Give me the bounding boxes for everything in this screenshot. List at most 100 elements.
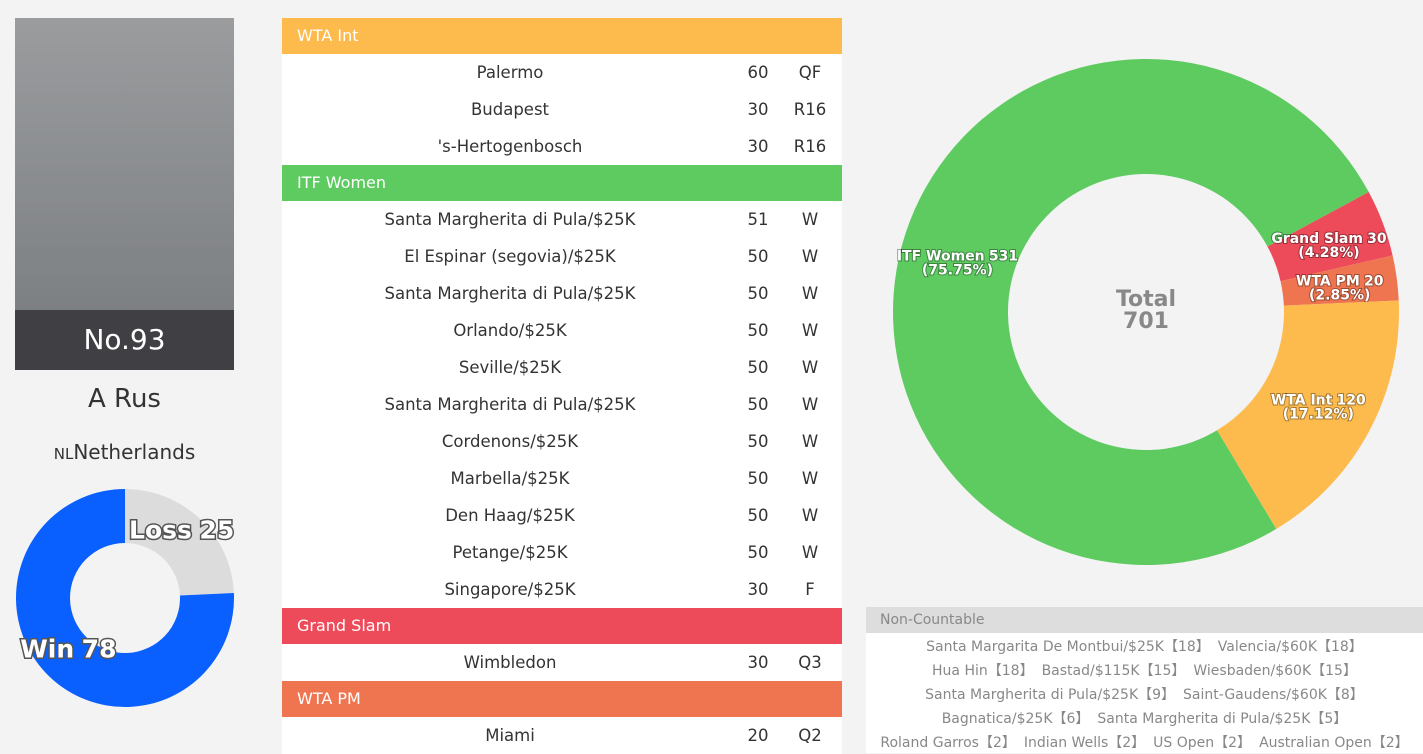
- round: W: [801, 210, 819, 229]
- table-row: Petange/$25K 50 W: [282, 534, 842, 571]
- section-header: WTA Int: [282, 18, 842, 54]
- points: 30: [747, 580, 769, 599]
- slice-name: Loss: [129, 516, 192, 545]
- non-countable-item: Santa Margherita di Pula/$25K【9】: [925, 687, 1176, 703]
- round: W: [801, 321, 819, 340]
- slice-name: ITF Women: [897, 248, 985, 264]
- slice-percent: (17.12%): [1283, 406, 1354, 422]
- tournament: El Espinar (segovia)/$25K: [404, 247, 616, 266]
- round: R16: [793, 100, 827, 119]
- non-countable-item: Australian Open【2】: [1259, 735, 1409, 751]
- round: F: [805, 580, 815, 599]
- non-countable-item: Roland Garros【2】: [880, 735, 1016, 751]
- country-name: Netherlands: [73, 440, 196, 464]
- round: W: [801, 358, 819, 377]
- table-row: Orlando/$25K 50 W: [282, 312, 842, 349]
- round: W: [801, 432, 819, 451]
- slice-label: Win 78: [20, 634, 116, 663]
- pie-slice: [1280, 255, 1399, 306]
- table-row: Miami 20 Q2: [282, 717, 842, 754]
- table-row: Marbella/$25K 50 W: [282, 460, 842, 497]
- slice-value: 25: [199, 516, 234, 545]
- non-countable-item: Bastad/$115K【15】: [1041, 663, 1186, 679]
- round: W: [801, 247, 819, 266]
- slice-label: WTA Int 120 (17.12%): [1271, 392, 1366, 422]
- non-countable-list: Santa Margarita De Montbui/$25K【18】 Valen…: [866, 633, 1423, 753]
- points: 50: [747, 284, 769, 303]
- non-countable-item: Wiesbaden/$60K【15】: [1193, 663, 1357, 679]
- non-countable-item: Indian Wells【2】: [1023, 735, 1146, 751]
- slice-label: ITF Women 531 (75.75%): [897, 248, 1018, 278]
- player-photo: [15, 18, 234, 310]
- country-code: NL: [53, 445, 74, 463]
- tournament: Marbella/$25K: [450, 469, 570, 488]
- slice-name: WTA Int: [1271, 392, 1333, 408]
- center-total: 701: [1123, 309, 1169, 334]
- points: 50: [747, 358, 769, 377]
- non-countable-item: Bagnatica/$25K【6】: [941, 711, 1090, 727]
- tournament: Miami: [485, 726, 535, 745]
- tournament: Petange/$25K: [452, 543, 568, 562]
- section-header: WTA PM: [282, 681, 842, 717]
- points: 50: [747, 543, 769, 562]
- tournament: Santa Margherita di Pula/$25K: [384, 284, 636, 303]
- table-row: Santa Margherita di Pula/$25K 50 W: [282, 386, 842, 423]
- table-row: Singapore/$25K 30 F: [282, 571, 842, 608]
- tournament: Den Haag/$25K: [445, 506, 575, 525]
- table-row: 's-Hertogenbosch 30 R16: [282, 128, 842, 165]
- tournament: 's-Hertogenbosch: [437, 137, 583, 156]
- slice-label: Grand Slam 30 (4.28%): [1271, 231, 1387, 261]
- player-country: NLNetherlands: [15, 440, 234, 464]
- table-row: Palermo 60 QF: [282, 54, 842, 91]
- player-name: A Rus: [88, 384, 161, 414]
- tournament: Cordenons/$25K: [441, 432, 579, 451]
- slice-value: 120: [1337, 392, 1366, 408]
- table-row: Santa Margherita di Pula/$25K 50 W: [282, 275, 842, 312]
- center-label: Total: [1116, 287, 1176, 312]
- round: Q3: [798, 653, 822, 672]
- non-countable-item: US Open【2】: [1153, 735, 1252, 751]
- points: 50: [747, 506, 769, 525]
- table-row: Wimbledon 30 Q3: [282, 644, 842, 681]
- points: 50: [747, 321, 769, 340]
- points: 30: [747, 100, 769, 119]
- round: QF: [798, 63, 822, 82]
- points-chart: ITF Women 531 (75.75%) Grand Slam 30 (4.28%) W…: [893, 59, 1399, 566]
- points: 50: [747, 432, 769, 451]
- tournament: Seville/$25K: [458, 358, 562, 377]
- slice-value: 531: [989, 248, 1018, 264]
- slice-label: WTA PM 20 (2.85%): [1296, 274, 1384, 304]
- round: W: [801, 284, 819, 303]
- points: 50: [747, 247, 769, 266]
- table-row: Budapest 30 R16: [282, 91, 842, 128]
- slice-label: Loss 25: [129, 516, 234, 545]
- slice-name: Win: [20, 634, 74, 663]
- points: 60: [747, 63, 769, 82]
- round: W: [801, 469, 819, 488]
- pie-slice: [1267, 192, 1393, 282]
- non-countable-item: Santa Margherita di Pula/$25K【5】: [1097, 711, 1348, 727]
- slice-name: Grand Slam: [1271, 231, 1363, 247]
- tournament: Santa Margherita di Pula/$25K: [384, 395, 636, 414]
- slice-value: 78: [82, 634, 117, 663]
- win-loss-chart: Loss 25 Win 78: [15, 489, 236, 707]
- section-header: Grand Slam: [282, 608, 842, 644]
- tournament: Budapest: [470, 100, 550, 119]
- round: W: [801, 506, 819, 525]
- table-row: Den Haag/$25K 50 W: [282, 497, 842, 534]
- non-countable-panel: Non-Countable Santa Margarita De Montbui…: [866, 607, 1423, 753]
- slice-percent: (75.75%): [922, 262, 993, 278]
- round: R16: [793, 137, 827, 156]
- points: 30: [747, 653, 769, 672]
- results-table: WTA Int Palermo 60 QF Budapest 30 R16's-Hertog…: [282, 18, 842, 754]
- slice-name: WTA PM: [1296, 274, 1360, 290]
- round: Q2: [798, 726, 822, 745]
- tournament: Wimbledon: [463, 653, 557, 672]
- points: 50: [747, 469, 769, 488]
- table-row: Santa Margherita di Pula/$25K 51 W: [282, 201, 842, 238]
- non-countable-item: Hua Hin【18】: [932, 663, 1034, 679]
- round: W: [801, 543, 819, 562]
- non-countable-title: Non-Countable: [866, 607, 1423, 633]
- points: 30: [747, 137, 769, 156]
- points: 51: [747, 210, 769, 229]
